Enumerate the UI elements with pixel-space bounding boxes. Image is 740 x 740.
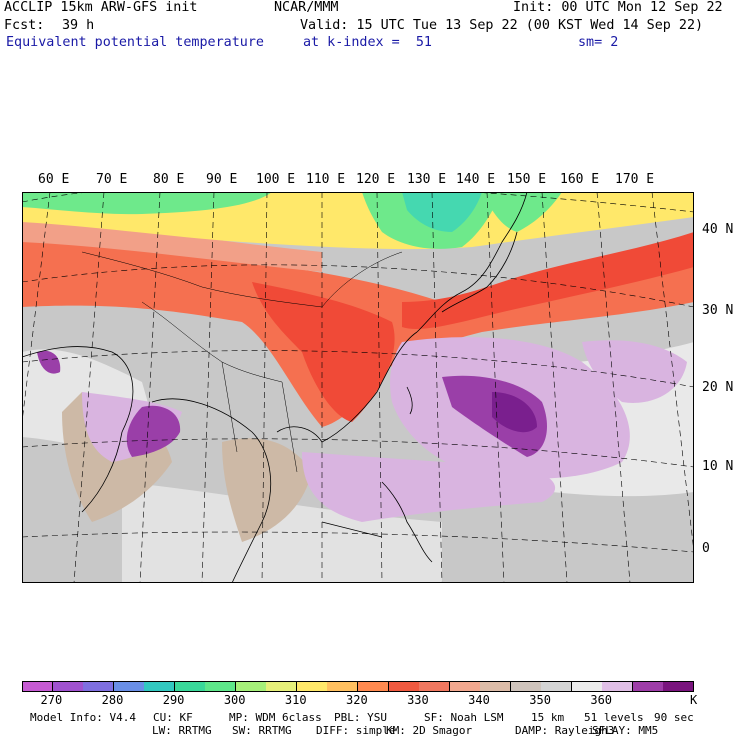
forecast-hour: 39 h <box>62 18 95 33</box>
theta-e-map <box>22 192 694 583</box>
colorbar-swatch <box>83 681 115 692</box>
lat-label: 10 N <box>702 459 734 474</box>
colorbar-swatch <box>602 681 634 692</box>
colorbar-label: 340 <box>468 693 490 707</box>
colorbar-swatch <box>571 681 603 692</box>
colorbar-swatch <box>480 681 512 692</box>
lon-label: 90 E <box>206 172 238 187</box>
colorbar-swatch <box>296 681 328 692</box>
colorbar-unit: K <box>690 693 698 707</box>
colorbar-swatch <box>266 681 298 692</box>
model-info-item: PBL: YSU <box>334 711 387 724</box>
purple-bay-bengal <box>126 405 181 457</box>
model-info-item: DAMP: Rayleigh3 <box>515 724 615 737</box>
graticule <box>22 192 694 583</box>
colorbar-label: 310 <box>284 693 307 707</box>
lon-label: 70 E <box>96 172 128 187</box>
colorbar-label: 270 <box>40 693 63 707</box>
forecast-label: Fcst: <box>4 18 45 33</box>
colorbar-swatch <box>113 681 145 692</box>
red-core-japan <box>402 232 694 329</box>
green-band-east <box>482 192 562 232</box>
lavender-south <box>302 452 556 522</box>
colorbar-label: 360 <box>590 693 613 707</box>
colorbar-label: 290 <box>162 693 185 707</box>
init-time: Init: 00 UTC Mon 12 Sep 22 <box>513 0 723 15</box>
lon-label: 110 E <box>306 172 346 187</box>
lat-label: 20 N <box>702 380 734 395</box>
purple-arabian <box>37 350 61 374</box>
lon-label: 130 E <box>407 172 447 187</box>
model-info-item: CU: KF <box>153 711 193 724</box>
green-band-west <box>22 192 272 215</box>
colorbar-label: 330 <box>407 693 429 707</box>
dark-purple-core <box>492 392 537 433</box>
model-info-item: LW: RRTMG <box>152 724 212 737</box>
lavender-north-pacific <box>582 340 687 403</box>
model-info-item: 51 levels <box>584 711 644 724</box>
model-info-item: 90 sec <box>654 711 694 724</box>
colorbar-swatch <box>205 681 237 692</box>
colorbar-label: 280 <box>101 693 124 707</box>
map-frame <box>22 192 694 583</box>
model-info-item: SFLAY: MM5 <box>592 724 659 737</box>
lat-label: 0 <box>702 541 710 556</box>
colorbar-swatch <box>235 681 267 692</box>
model-info-item: DIFF: simple <box>316 724 396 737</box>
colorbar <box>22 681 695 692</box>
colorbar-label: 300 <box>223 693 246 707</box>
teal-patch <box>402 192 482 232</box>
lat-label: 30 N <box>702 303 734 318</box>
smoothing-value: sm= 2 <box>578 35 619 50</box>
colorbar-swatch <box>510 681 542 692</box>
colorbar-label: 320 <box>346 693 368 707</box>
lon-label: 140 E <box>456 172 496 187</box>
colorbar-swatch <box>541 681 573 692</box>
colorbar-swatch <box>174 681 206 692</box>
colorbar-swatch <box>22 681 54 692</box>
lat-label: 40 N <box>702 222 734 237</box>
model-title: ACCLIP 15km ARW-GFS init <box>4 0 198 15</box>
colorbar-swatch <box>327 681 359 692</box>
colorbar-swatch <box>419 681 451 692</box>
lon-label: 100 E <box>256 172 296 187</box>
lon-label: 60 E <box>38 172 70 187</box>
model-info-item: SF: Noah LSM <box>424 711 504 724</box>
model-info-item: Model Info: V4.4 <box>30 711 136 724</box>
colorbar-swatch <box>449 681 481 692</box>
colorbar-swatch <box>52 681 84 692</box>
colorbar-swatch <box>663 681 695 692</box>
lon-label: 160 E <box>560 172 600 187</box>
colorbar-label: 350 <box>529 693 551 707</box>
colorbar-swatch <box>632 681 664 692</box>
model-info-item: MP: WDM 6class <box>229 711 322 724</box>
model-info-item: SW: RRTMG <box>232 724 292 737</box>
lon-label: 150 E <box>507 172 547 187</box>
lon-label: 80 E <box>153 172 185 187</box>
organization-label: NCAR/MMM <box>274 0 339 15</box>
coastlines <box>22 192 528 583</box>
colorbar-swatch <box>388 681 420 692</box>
colorbar-swatch <box>358 681 390 692</box>
level-index: at k-index = 51 <box>303 35 432 50</box>
field-name: Equivalent potential temperature <box>6 35 264 50</box>
country-borders <box>81 251 403 473</box>
lon-label: 170 E <box>615 172 655 187</box>
model-info-item: KM: 2D Smagor <box>386 724 473 737</box>
valid-time: Valid: 15 UTC Tue 13 Sep 22 (00 KST Wed … <box>300 18 704 33</box>
lon-label: 120 E <box>356 172 396 187</box>
red-core-china <box>252 282 395 422</box>
colorbar-swatch <box>144 681 176 692</box>
tan-region-seasia <box>222 438 312 542</box>
model-info-item: 15 km <box>531 711 565 724</box>
